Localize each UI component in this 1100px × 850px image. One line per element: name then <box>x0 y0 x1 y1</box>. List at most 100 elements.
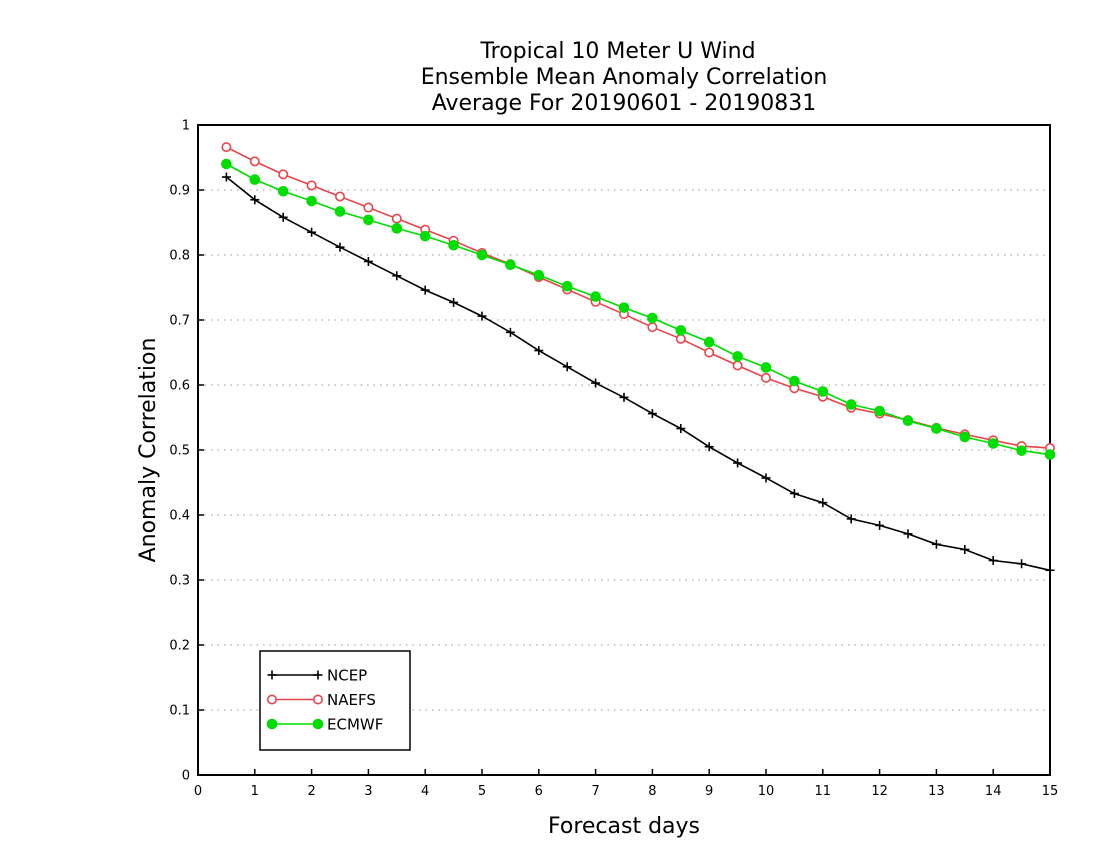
title-line-1: Tropical 10 Meter U Wind <box>479 39 755 64</box>
y-tick-label: 1 <box>182 119 190 134</box>
y-tick-label: 0.4 <box>169 509 190 524</box>
y-tick-label: 0 <box>182 769 190 784</box>
legend: NCEP NAEFS ECMWF <box>259 650 411 751</box>
x-tick-label: 10 <box>758 784 775 799</box>
data-point-naefs <box>334 191 345 202</box>
series <box>221 142 1056 575</box>
data-point-ecmwf <box>419 230 431 242</box>
x-tick-label: 6 <box>535 784 543 799</box>
y-tick-label: 0.9 <box>169 184 190 199</box>
data-point-ncep <box>477 311 487 321</box>
data-point-ncep <box>1017 559 1027 569</box>
series-line-naefs <box>226 146 1051 449</box>
y-tick-label: 0.3 <box>169 574 190 589</box>
legend-label: NCEP <box>327 667 367 685</box>
y-tick-label: 0.2 <box>169 639 190 654</box>
data-point-ecmwf <box>732 351 743 362</box>
data-point-ncep <box>676 424 686 434</box>
data-point-ecmwf <box>760 362 772 373</box>
data-point-ncep <box>420 285 430 295</box>
x-tick-label: 12 <box>871 784 888 799</box>
x-tick-label: 15 <box>1042 784 1059 799</box>
data-point-naefs <box>278 169 289 180</box>
y-tick-label: 0.8 <box>169 249 190 264</box>
y-tick-label: 0.1 <box>169 704 190 719</box>
y-tick-label: 0.7 <box>169 314 190 329</box>
title-line-3: Average For 20190601 - 20190831 <box>432 91 817 116</box>
data-point-ncep <box>392 271 402 281</box>
x-tick-label: 0 <box>194 784 202 799</box>
data-point-ecmwf <box>505 259 516 271</box>
data-point-ecmwf <box>448 239 459 251</box>
legend-label: NAEFS <box>327 691 376 709</box>
x-tick-label: 2 <box>307 784 315 799</box>
legend-marker <box>267 670 277 680</box>
legend-marker <box>312 718 324 730</box>
data-point-ncep <box>278 212 288 222</box>
x-ticks: 0 1 2 3 4 5 6 7 8 9 10 11 12 13 14 15 <box>194 769 1058 799</box>
legend-box <box>259 650 411 751</box>
x-tick-label: 11 <box>815 784 832 799</box>
legend-marker <box>266 694 277 705</box>
data-point-ecmwf <box>845 399 857 410</box>
data-point-naefs <box>363 202 374 213</box>
data-point-ncep <box>335 242 345 252</box>
y-tick-label: 0.6 <box>169 379 190 394</box>
data-point-ecmwf <box>1044 449 1056 460</box>
x-tick-label: 14 <box>985 784 1002 799</box>
data-point-ncep <box>307 227 317 237</box>
data-point-ecmwf <box>306 195 317 207</box>
data-point-ecmwf <box>561 280 573 292</box>
gridlines <box>198 189 1050 711</box>
x-tick-label: 8 <box>648 784 656 799</box>
data-point-ncep <box>591 378 601 388</box>
data-point-ncep <box>505 327 515 337</box>
data-point-naefs <box>704 347 715 358</box>
data-point-naefs <box>647 322 658 333</box>
data-point-ncep <box>960 544 970 554</box>
data-point-ncep <box>647 409 657 419</box>
legend-marker <box>312 694 323 705</box>
data-point-ecmwf <box>334 206 346 217</box>
legend-item-ncep: NCEP <box>267 667 367 685</box>
data-point-ecmwf <box>931 423 942 434</box>
data-point-ncep <box>449 297 459 307</box>
y-tick-label: 0.5 <box>169 444 190 459</box>
data-point-ecmwf <box>277 186 289 197</box>
y-axis-label: Anomaly Correlation <box>136 338 161 563</box>
data-point-ncep <box>988 556 998 565</box>
data-point-ecmwf <box>789 375 800 387</box>
series-ncep <box>221 172 1055 575</box>
x-tick-label: 13 <box>928 784 945 799</box>
x-axis-label: Forecast days <box>548 814 700 839</box>
legend-marker <box>266 718 278 730</box>
chart-title: Tropical 10 Meter U Wind Ensemble Mean A… <box>421 39 828 116</box>
data-point-ncep <box>846 514 856 524</box>
data-point-ecmwf <box>476 249 488 261</box>
data-point-ecmwf <box>675 325 687 336</box>
x-tick-label: 3 <box>364 784 372 799</box>
data-point-ncep <box>818 498 828 508</box>
data-point-ecmwf <box>874 405 885 417</box>
data-point-ncep <box>619 392 629 402</box>
data-point-naefs <box>221 142 232 153</box>
legend-label: ECMWF <box>327 716 383 734</box>
title-line-2: Ensemble Mean Anomaly Correlation <box>421 65 828 90</box>
data-point-ncep <box>875 520 885 530</box>
data-point-ecmwf <box>391 223 403 234</box>
data-point-ncep <box>903 529 913 539</box>
data-point-ncep <box>221 172 231 182</box>
data-point-ecmwf <box>221 158 232 170</box>
data-point-ecmwf <box>959 431 971 443</box>
series-line-ecmwf <box>226 163 1051 456</box>
data-point-ncep <box>704 442 714 452</box>
legend-item-ecmwf: ECMWF <box>266 716 383 734</box>
data-point-ecmwf <box>618 302 630 313</box>
y-ticks: 0 0.1 0.2 0.3 0.4 0.5 0.6 0.7 0.8 0.9 1 <box>169 119 204 784</box>
data-point-ncep <box>534 346 544 356</box>
data-point-ncep <box>733 458 743 468</box>
legend-item-naefs: NAEFS <box>266 691 376 709</box>
data-point-naefs <box>249 156 260 167</box>
data-point-naefs <box>760 372 771 383</box>
